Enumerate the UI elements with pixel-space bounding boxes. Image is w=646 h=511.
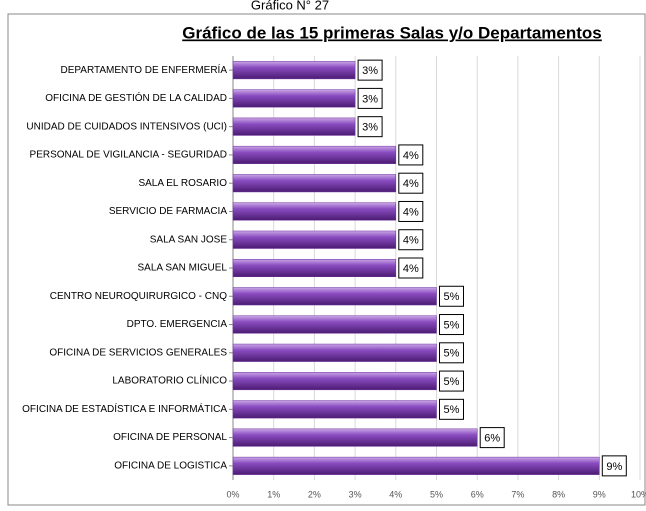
bar (232, 202, 397, 221)
x-tick-label: 8% (552, 489, 565, 499)
y-tick-label: SERVICIO DE FARMACIA (109, 206, 228, 217)
bar (232, 315, 437, 334)
y-tick-label: SALA EL ROSARIO (138, 178, 227, 189)
y-tick-label: LABORATORIO CLÍNICO (112, 374, 227, 387)
bar (232, 372, 437, 391)
y-tick-label: DPTO. EMERGENCIA (127, 319, 228, 330)
value-label-box (398, 257, 424, 279)
value-label-box (439, 285, 464, 307)
y-tick-label: OFICINA DE PERSONAL (113, 432, 227, 443)
value-label: 3% (362, 93, 378, 105)
x-tick-label: 6% (471, 489, 484, 499)
y-tick-label: OFICINA DE SERVICIOS GENERALES (49, 347, 227, 358)
bar (232, 428, 478, 447)
bar (232, 230, 397, 249)
value-label: 3% (362, 122, 378, 134)
y-tick-label: DEPARTAMENTO DE ENFERMERÍA (60, 63, 227, 76)
value-label-box (357, 87, 383, 109)
y-tick-label: CENTRO NEUROQUIRURGICO - CNQ (50, 291, 227, 302)
value-label: 5% (444, 376, 460, 388)
chart-title: Gráfico de las 15 primeras Salas y/o Dep… (182, 23, 602, 42)
bar (232, 174, 397, 193)
x-tick-label: 1% (267, 489, 280, 499)
value-label: 4% (403, 263, 419, 275)
x-tick-label: 9% (593, 489, 606, 499)
y-tick-label: OFICINA DE GESTIÓN DE LA CALIDAD (45, 91, 227, 104)
value-label-box (398, 144, 424, 166)
value-label: 5% (444, 404, 460, 416)
value-label-box (398, 172, 424, 194)
value-label: 4% (403, 235, 419, 247)
value-label: 3% (362, 65, 378, 77)
value-label-box (601, 455, 627, 477)
value-label: 5% (444, 291, 460, 303)
x-tick-label: 3% (349, 489, 362, 499)
y-tick-label: PERSONAL DE VIGILANCIA - SEGURIDAD (30, 150, 227, 161)
y-tick-label: SALA SAN MIGUEL (138, 263, 228, 274)
x-tick-label: 5% (430, 489, 443, 499)
value-label: 4% (403, 150, 419, 162)
value-label-box (439, 342, 464, 364)
bar (232, 61, 356, 80)
y-tick-label: OFICINA DE LOGISTICA (114, 461, 227, 472)
bar (232, 89, 356, 108)
value-label-box (357, 116, 383, 138)
bar (232, 456, 600, 475)
value-label: 4% (403, 206, 419, 218)
value-label: 5% (444, 348, 460, 360)
y-tick-label: OFICINA DE ESTADÍSTICA E INFORMÁTICA (22, 402, 227, 415)
x-tick-label: 7% (511, 489, 524, 499)
bar (232, 258, 397, 278)
value-label-box (398, 229, 424, 251)
bar (232, 400, 437, 419)
value-label: 5% (444, 319, 460, 331)
value-label: 4% (403, 178, 419, 190)
bar (232, 145, 397, 164)
value-label: 9% (606, 461, 622, 473)
x-tick-label: 4% (389, 489, 402, 499)
value-label: 6% (484, 433, 500, 445)
y-tick-label: SALA SAN JOSE (150, 234, 228, 245)
bar (232, 287, 437, 306)
x-tick-label: 0% (226, 489, 239, 499)
caption: Gráfico N° 27 (251, 0, 329, 12)
value-label-box (398, 200, 424, 222)
bar (232, 117, 356, 136)
value-label-box (357, 59, 383, 81)
value-label-box (439, 314, 464, 336)
value-label-box (479, 427, 505, 449)
x-tick-label: 2% (308, 489, 321, 499)
value-label-box (439, 370, 464, 392)
x-tick-label: 10% (631, 489, 646, 499)
y-tick-label: UNIDAD DE CUIDADOS INTENSIVOS (UCI) (26, 121, 227, 132)
value-label-box (439, 398, 464, 420)
bar (232, 343, 437, 362)
